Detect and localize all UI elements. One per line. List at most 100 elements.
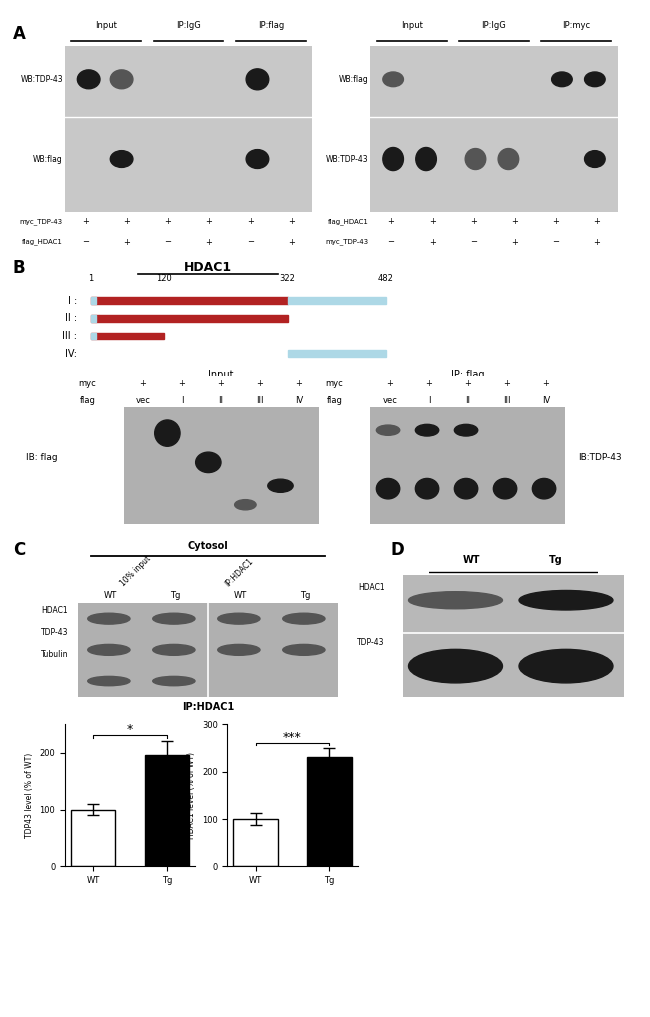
Y-axis label: HDAC1 level (% of WT): HDAC1 level (% of WT) — [187, 752, 196, 839]
Bar — [91, 297, 96, 304]
Text: +: + — [82, 218, 89, 226]
Bar — [91, 333, 164, 340]
Ellipse shape — [218, 645, 260, 655]
Text: −: − — [247, 238, 254, 246]
Text: IP:HDAC1: IP:HDAC1 — [182, 702, 234, 712]
Text: −: − — [82, 238, 89, 246]
Ellipse shape — [498, 148, 519, 170]
Text: +: + — [543, 379, 549, 388]
Text: +: + — [593, 238, 601, 246]
Text: myc_TDP-43: myc_TDP-43 — [20, 219, 63, 225]
Ellipse shape — [584, 72, 605, 86]
Ellipse shape — [415, 478, 439, 499]
Ellipse shape — [454, 478, 478, 499]
Text: IP:flag: IP:flag — [257, 21, 284, 31]
Text: C: C — [13, 541, 25, 559]
Ellipse shape — [77, 70, 100, 88]
Ellipse shape — [111, 151, 133, 168]
Text: +: + — [288, 238, 295, 246]
Text: Tg: Tg — [549, 555, 563, 565]
Text: IP:IgG: IP:IgG — [482, 21, 506, 31]
Ellipse shape — [584, 151, 605, 168]
Text: WT: WT — [104, 592, 117, 600]
Bar — [307, 758, 352, 866]
Text: IB:TDP-43: IB:TDP-43 — [578, 453, 622, 462]
Text: Input: Input — [208, 370, 234, 380]
Bar — [71, 810, 115, 866]
Text: WB:TDP-43: WB:TDP-43 — [20, 75, 63, 83]
Bar — [233, 819, 278, 866]
Text: 1: 1 — [88, 274, 94, 283]
Text: 120: 120 — [156, 274, 172, 283]
Text: *: * — [127, 723, 133, 735]
Ellipse shape — [416, 147, 436, 171]
Bar — [145, 756, 189, 866]
Ellipse shape — [552, 72, 572, 86]
Text: +: + — [593, 218, 601, 226]
Text: −: − — [470, 238, 477, 246]
Text: myc: myc — [79, 379, 96, 388]
Ellipse shape — [88, 645, 130, 655]
Text: A: A — [13, 25, 26, 44]
Ellipse shape — [218, 613, 260, 624]
Ellipse shape — [88, 613, 130, 624]
Text: vec: vec — [383, 397, 397, 405]
Text: WT: WT — [234, 592, 247, 600]
Ellipse shape — [155, 420, 180, 446]
Bar — [91, 315, 96, 321]
Text: Input: Input — [96, 21, 117, 31]
Text: HDAC1: HDAC1 — [42, 606, 68, 614]
Text: 322: 322 — [280, 274, 296, 283]
Text: III :: III : — [62, 331, 77, 341]
Text: flag_HDAC1: flag_HDAC1 — [328, 219, 369, 225]
Text: Tg: Tg — [170, 592, 181, 600]
Text: III: III — [256, 397, 264, 405]
Text: TDP-43: TDP-43 — [358, 639, 385, 647]
Ellipse shape — [153, 645, 195, 655]
Text: +: + — [247, 218, 254, 226]
Text: +: + — [257, 379, 263, 388]
Text: III: III — [503, 397, 511, 405]
Ellipse shape — [415, 424, 439, 436]
Text: +: + — [426, 379, 432, 388]
Text: +: + — [205, 218, 213, 226]
Text: +: + — [218, 379, 224, 388]
Bar — [91, 297, 288, 304]
Text: +: + — [288, 218, 295, 226]
Ellipse shape — [196, 453, 221, 473]
Ellipse shape — [376, 425, 400, 435]
Text: flag_HDAC1: flag_HDAC1 — [22, 239, 63, 245]
Text: +: + — [124, 218, 130, 226]
Text: flag: flag — [328, 397, 343, 405]
Ellipse shape — [88, 676, 130, 685]
Text: +: + — [164, 218, 172, 226]
Text: Cytosol: Cytosol — [188, 541, 228, 551]
Text: D: D — [390, 541, 404, 559]
Ellipse shape — [519, 591, 613, 610]
Text: II: II — [218, 397, 224, 405]
Text: 482: 482 — [378, 274, 394, 283]
Text: WB:flag: WB:flag — [33, 155, 63, 164]
Text: IV: IV — [542, 397, 550, 405]
Bar — [91, 315, 288, 321]
Text: IP:myc: IP:myc — [562, 21, 590, 31]
Ellipse shape — [409, 649, 502, 683]
Ellipse shape — [383, 72, 404, 86]
Text: I :: I : — [68, 296, 77, 305]
Text: +: + — [205, 238, 213, 246]
Y-axis label: TDP43 level (% of WT): TDP43 level (% of WT) — [25, 753, 34, 838]
Text: IB: flag: IB: flag — [26, 453, 58, 462]
Ellipse shape — [283, 645, 325, 655]
Text: ***: *** — [283, 731, 302, 743]
Text: +: + — [296, 379, 302, 388]
Text: II: II — [465, 397, 471, 405]
Text: WB:flag: WB:flag — [339, 75, 369, 83]
Text: I: I — [181, 397, 183, 405]
Text: I: I — [428, 397, 430, 405]
Text: +: + — [511, 238, 518, 246]
Ellipse shape — [493, 478, 517, 499]
Text: Tg: Tg — [300, 592, 311, 600]
Text: Tubulin: Tubulin — [41, 651, 68, 659]
Text: flag: flag — [81, 397, 96, 405]
Text: WT: WT — [463, 555, 480, 565]
